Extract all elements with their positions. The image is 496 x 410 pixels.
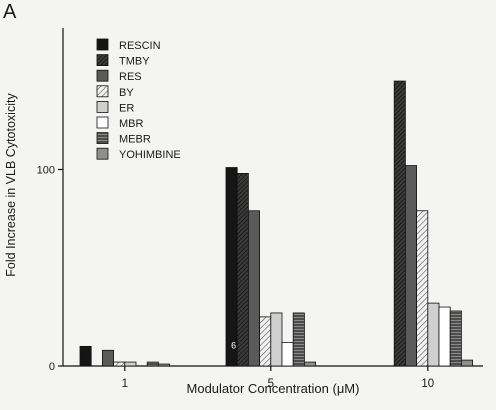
bar-by-1 (113, 361, 126, 367)
legend-label: TMBY (119, 56, 150, 68)
legend-label: RESCIN (119, 40, 161, 52)
bar-mebr-1 (146, 361, 159, 367)
bar-mbr-5 (281, 342, 294, 367)
legend-label: ER (119, 102, 134, 114)
legend-swatch (96, 69, 109, 82)
bar-er-10 (427, 302, 440, 367)
legend-label: MBR (119, 118, 144, 130)
legend-swatch (96, 147, 109, 160)
x-tick-label: 10 (421, 378, 434, 390)
bar-mbr-10 (438, 306, 451, 367)
legend-swatch (96, 101, 109, 113)
legend: RESCIN TMBY RES BY ER MBR MEBR YOHIMBINE (96, 38, 181, 161)
legend-item: BY (96, 85, 134, 99)
legend-item: TMBY (96, 54, 150, 68)
legend-label: RES (119, 71, 142, 83)
y-ticks: 0 100 (37, 164, 63, 373)
y-tick-label: 100 (37, 164, 55, 176)
y-axis-title: Fold Increase in VLB Cytotoxicity (4, 93, 18, 277)
bar-er-1 (124, 361, 137, 367)
legend-label: YOHIMBINE (119, 149, 181, 161)
legend-item: RES (96, 69, 142, 83)
bar-res-1 (102, 349, 115, 367)
y-tick-label: 0 (49, 361, 55, 373)
bar-by-5 (259, 316, 272, 367)
bars (79, 80, 473, 367)
annotations: 6 (231, 340, 236, 350)
x-ticks: 1 5 10 (122, 366, 434, 390)
bar-er-5 (270, 312, 283, 367)
legend-item: MBR (96, 116, 144, 130)
panel-label: A (3, 1, 17, 23)
legend-swatch (96, 116, 109, 129)
bar-annotation: 6 (231, 340, 236, 350)
bar-res-5 (247, 210, 260, 367)
legend-swatch (96, 54, 109, 66)
bar-rescin-1 (79, 345, 92, 367)
bar-mebr-10 (449, 310, 462, 367)
legend-item: MEBR (96, 132, 151, 146)
legend-swatch (96, 85, 109, 98)
legend-item: RESCIN (96, 38, 161, 52)
legend-item: ER (96, 101, 134, 114)
bar-by-10 (416, 210, 429, 367)
legend-label: MEBR (119, 134, 151, 146)
bar-yohimbine-5 (303, 361, 316, 367)
bar-res-10 (404, 165, 417, 367)
x-tick-label: 1 (122, 378, 128, 390)
bar-yohimbine-1 (157, 363, 170, 367)
bar-rescin-5 (225, 167, 238, 367)
bar-tmby-5 (236, 173, 249, 367)
bar-mebr-5 (292, 312, 305, 367)
legend-item: YOHIMBINE (96, 147, 181, 161)
x-tick-label: 5 (268, 378, 274, 390)
legend-swatch (96, 38, 109, 51)
legend-label: BY (119, 87, 134, 99)
bar-tmby-10 (393, 80, 406, 367)
x-axis-title: Modulator Concentration (μM) (187, 381, 360, 396)
bar-yohimbine-10 (460, 359, 473, 367)
legend-swatch (96, 132, 109, 145)
